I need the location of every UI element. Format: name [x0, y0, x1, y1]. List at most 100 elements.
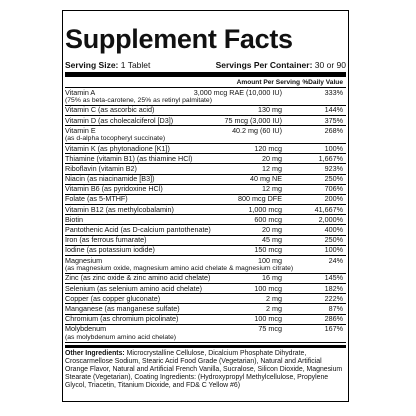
nutrient-row: Vitamin B12 (as methylcobalamin) 1,000 mc…: [65, 204, 346, 216]
nutrient-row: Zinc (as zinc oxide & zinc amino acid ch…: [65, 274, 346, 284]
nutrient-row: Vitamin K (as phytonadione [K1]) 120 mcg 1…: [65, 143, 346, 155]
label: Servings Per Container:: [215, 60, 313, 70]
nutrient-source: (as molybdenum amino acid chelate): [65, 333, 177, 341]
nutrient-name: Molybdenum: [65, 324, 107, 334]
nutrient-name: Vitamin D (as cholecalciferol [D3]): [65, 115, 174, 125]
nutrient-row: Riboflavin (vitamin B2) 12 mg 923%: [65, 163, 346, 175]
nutrient-name: Vitamin C (as ascorbic acid): [65, 105, 155, 115]
amount: 100 mcg: [254, 314, 282, 324]
nutrient-rows: Vitamin A (75% as beta-carotene, 25% as r…: [65, 88, 346, 343]
nutrient-row: Magnesium (as magnesium oxide, magnesium …: [65, 256, 346, 274]
divider: [65, 344, 346, 348]
daily-value: 923%: [324, 163, 343, 173]
amount: 800 mcg DFE: [238, 194, 282, 204]
nutrient-name: Vitamin B12 (as methylcobalamin): [65, 204, 174, 214]
nutrient-row: Thiamine (vitamin B1) (as thiamine HCl) 2…: [65, 153, 346, 165]
amount: 20 mg: [262, 153, 282, 163]
nutrient-name: Vitamin E: [65, 125, 96, 135]
amount: 40.2 mg (60 IU): [232, 125, 282, 135]
daily-value: 100%: [324, 143, 343, 153]
other-ingredients: Other Ingredients: Microcrystalline Cell…: [65, 350, 346, 391]
daily-value: 24%: [328, 255, 343, 265]
daily-value: 87%: [328, 303, 343, 313]
nutrient-name: Thiamine (vitamin B1) (as thiamine HCl): [65, 153, 193, 163]
amount: 75 mcg: [258, 324, 282, 334]
nutrient-name: Vitamin B6 (as pyridoxine HCl): [65, 184, 163, 194]
value: 30 or 90: [314, 60, 346, 70]
title: Supplement Facts: [65, 24, 293, 54]
dv-header: %Daily Value: [302, 78, 343, 86]
daily-value: 2,000%: [318, 214, 343, 224]
nutrient-row: Vitamin C (as ascorbic acid) 130 mg 144%: [65, 106, 346, 116]
amount: 75 mcg (3,000 IU): [224, 115, 282, 125]
nutrient-row: Vitamin B6 (as pyridoxine HCl) 12 mg 706%: [65, 185, 346, 195]
daily-value: 375%: [324, 115, 343, 125]
nutrient-source: (75% as beta-carotene, 25% as retinyl pa…: [65, 97, 212, 105]
nutrient-row: Biotin 600 mcg 2,000%: [65, 214, 346, 226]
nutrient-name: Copper (as copper gluconate): [65, 293, 161, 303]
nutrient-name: Manganese (as manganese sulfate): [65, 303, 180, 313]
amount: 2 mg: [266, 303, 282, 313]
divider: [65, 72, 346, 77]
nutrient-name: Folate (as 5-MTHF): [65, 194, 128, 204]
servings: Servings Per Container: 30 or 90: [216, 60, 346, 70]
amount: 150 mcg: [254, 245, 282, 255]
nutrient-row: Pantothenic Acid (as D-calcium pantothen…: [65, 225, 346, 236]
daily-value: 250%: [324, 235, 343, 245]
daily-value: 182%: [324, 283, 343, 293]
value: 1 Tablet: [120, 60, 151, 70]
nutrient-name: Zinc (as zinc oxide & zinc amino acid ch…: [65, 273, 211, 283]
serving-info: Serving Size: 1 Tablet Servings Per Cont…: [65, 60, 346, 70]
nutrient-row: Chromium (as chromium picolinate) 100 mcg…: [65, 315, 346, 325]
amount: 20 mg: [262, 225, 282, 235]
amount: 12 mg: [262, 184, 282, 194]
nutrient-row: Copper (as copper gluconate) 2 mg 222%: [65, 293, 346, 305]
amount: 2 mg: [266, 293, 282, 303]
daily-value: 167%: [324, 324, 343, 334]
nutrient-name: Vitamin A: [65, 87, 96, 97]
daily-value: 706%: [324, 184, 343, 194]
daily-value: 286%: [324, 314, 343, 324]
nutrient-row: Niacin (as niacinamide [B3]) 40 mg NE 250%: [65, 174, 346, 185]
serving-size: Serving Size: 1 Tablet: [65, 60, 150, 70]
column-header: Amount Per Serving %Daily Value: [65, 77, 346, 88]
text: Microcrystalline Cellulose, Dicalcium Ph…: [65, 349, 343, 390]
amount: 130 mg: [258, 105, 282, 115]
nutrient-name: Vitamin K (as phytonadione [K1]): [65, 143, 170, 153]
nutrient-row: Iodine (as potassium iodide) 150 mcg 100%: [65, 246, 346, 256]
nutrient-name: Biotin: [65, 214, 83, 224]
daily-value: 400%: [324, 225, 343, 235]
label: Other Ingredients:: [65, 349, 125, 357]
daily-value: 41,667%: [314, 204, 343, 214]
daily-value: 333%: [324, 87, 343, 97]
label: Serving Size:: [65, 60, 119, 70]
amount: 600 mcg: [254, 214, 282, 224]
amount-header: Amount Per Serving: [236, 78, 300, 86]
nutrient-name: Selenium (as selenium amino acid chelate…: [65, 283, 203, 293]
daily-value: 144%: [324, 105, 343, 115]
nutrient-row: Folate (as 5-MTHF) 800 mcg DFE 200%: [65, 194, 346, 206]
nutrient-row: Selenium (as selenium amino acid chelate…: [65, 283, 346, 295]
amount: 3,000 mcg RAE (10,000 IU): [193, 87, 282, 97]
daily-value: 222%: [324, 293, 343, 303]
nutrient-name: Niacin (as niacinamide [B3]): [65, 174, 155, 184]
nutrient-source: (as d-alpha tocopheryl succinate): [65, 135, 166, 143]
nutrient-name: Chromium (as chromium picolinate): [65, 314, 179, 324]
amount: 100 mcg: [254, 283, 282, 293]
nutrient-row: Iron (as ferrous fumarate) 45 mg 250%: [65, 236, 346, 246]
nutrient-name: Riboflavin (vitamin B2): [65, 163, 137, 173]
nutrient-name: Magnesium: [65, 255, 103, 265]
daily-value: 100%: [324, 245, 343, 255]
daily-value: 250%: [324, 174, 343, 184]
amount: 40 mg NE: [250, 174, 282, 184]
nutrient-row: Manganese (as manganese sulfate) 2 mg 87%: [65, 303, 346, 315]
nutrient-name: Pantothenic Acid (as D-calcium pantothen…: [65, 225, 211, 235]
amount: 1,000 mcg: [248, 204, 282, 214]
amount: 12 mg: [262, 163, 282, 173]
nutrient-row: Vitamin A (75% as beta-carotene, 25% as r…: [65, 88, 346, 106]
nutrient-name: Iodine (as potassium iodide): [65, 245, 155, 255]
nutrient-source: (as magnesium oxide, magnesium amino aci…: [65, 265, 294, 273]
daily-value: 145%: [324, 273, 343, 283]
supplement-facts-panel: Supplement Facts Serving Size: 1 Tablet …: [62, 10, 349, 402]
